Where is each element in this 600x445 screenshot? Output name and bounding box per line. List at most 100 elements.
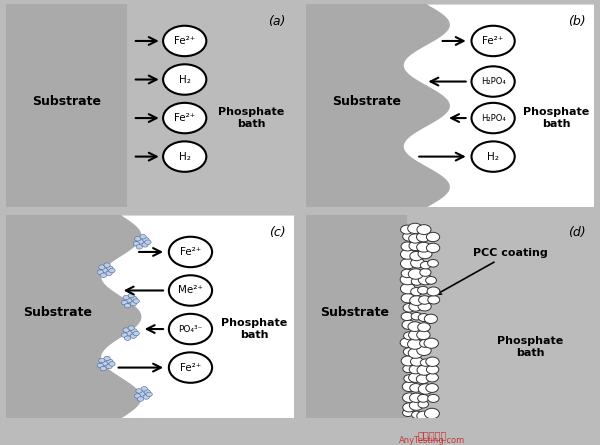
Text: (a): (a) [268,15,286,28]
Circle shape [427,232,440,242]
Circle shape [401,269,413,278]
Circle shape [133,242,140,246]
Circle shape [418,323,430,332]
Circle shape [97,363,104,368]
Circle shape [409,269,423,279]
Text: H₂: H₂ [179,152,191,162]
Circle shape [163,26,206,56]
Circle shape [426,373,439,382]
Text: Fe²⁺: Fe²⁺ [174,113,196,123]
Circle shape [416,375,430,384]
Circle shape [419,296,431,304]
Circle shape [411,278,422,285]
Circle shape [403,365,414,372]
Circle shape [426,357,439,366]
Circle shape [428,295,440,304]
Circle shape [409,373,422,382]
Circle shape [412,411,422,419]
Polygon shape [101,215,294,418]
Circle shape [123,295,129,300]
Circle shape [403,393,416,402]
Circle shape [169,352,212,383]
Circle shape [169,237,212,267]
Circle shape [418,287,428,294]
Circle shape [101,361,108,366]
Circle shape [417,225,431,235]
Circle shape [401,294,415,303]
Circle shape [134,394,141,398]
Circle shape [106,364,112,369]
Circle shape [410,287,422,296]
Text: Substrate: Substrate [320,306,389,320]
Text: Substrate: Substrate [32,95,101,108]
Circle shape [128,293,134,298]
Circle shape [131,296,137,301]
Circle shape [130,334,136,338]
Circle shape [104,263,110,267]
Circle shape [472,66,515,97]
Circle shape [126,331,132,336]
Circle shape [404,332,415,340]
Circle shape [472,103,515,133]
Circle shape [418,400,428,408]
Circle shape [143,395,149,399]
Circle shape [427,287,440,296]
Circle shape [107,266,113,271]
Circle shape [133,331,139,336]
Circle shape [163,64,206,95]
Circle shape [425,276,436,284]
Text: PO₄³⁻: PO₄³⁻ [178,324,203,334]
Circle shape [416,232,430,242]
Text: Fe²⁺: Fe²⁺ [482,36,504,46]
Circle shape [421,359,431,366]
Circle shape [136,245,142,249]
Circle shape [401,259,415,269]
Circle shape [144,390,150,394]
Circle shape [424,314,437,324]
Circle shape [400,274,415,285]
Text: PCC coating: PCC coating [437,248,548,294]
Circle shape [403,303,415,312]
Circle shape [409,330,423,340]
Circle shape [410,357,424,366]
Circle shape [400,249,415,259]
Circle shape [124,336,131,340]
Circle shape [107,359,113,364]
Circle shape [146,392,152,396]
Circle shape [410,296,424,305]
Circle shape [472,26,515,56]
Circle shape [133,299,139,303]
Circle shape [99,265,105,269]
Circle shape [404,375,415,382]
Circle shape [141,387,148,391]
Text: Fe²⁺: Fe²⁺ [180,247,201,257]
Circle shape [403,409,413,417]
Circle shape [123,328,129,332]
Circle shape [410,251,423,261]
Circle shape [428,259,439,267]
Text: Phosphate
bath: Phosphate bath [497,336,564,358]
Circle shape [402,382,416,392]
Circle shape [420,268,431,276]
Circle shape [136,388,142,393]
Circle shape [131,329,137,333]
Circle shape [137,397,143,401]
Circle shape [124,303,131,308]
Circle shape [421,262,431,269]
Circle shape [427,243,440,253]
Circle shape [401,242,414,251]
Circle shape [402,320,415,329]
Circle shape [417,365,431,375]
Circle shape [416,242,431,252]
Circle shape [416,330,430,340]
Circle shape [106,271,112,275]
Bar [6,4,127,207]
Circle shape [410,258,425,268]
Text: Substrate: Substrate [23,306,92,320]
Circle shape [418,275,433,285]
Circle shape [409,234,422,243]
Circle shape [100,273,106,278]
Circle shape [410,393,423,402]
Text: (d): (d) [568,226,586,239]
Circle shape [418,314,430,321]
